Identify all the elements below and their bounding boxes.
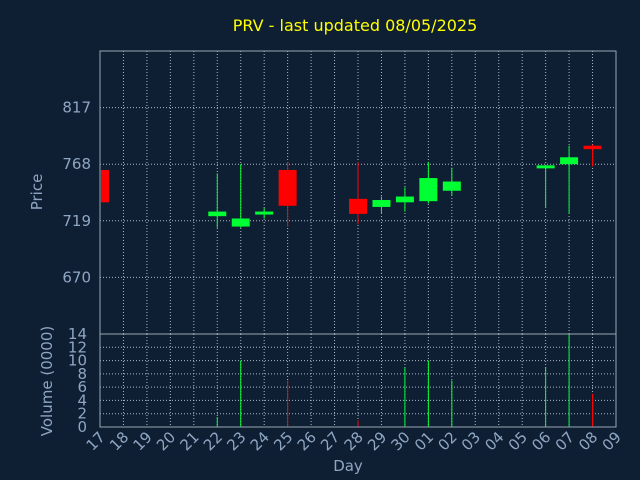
x-tick-label: 20 [153,428,179,454]
x-tick-label: 26 [294,428,320,454]
price-tick-label: 670 [62,268,91,286]
x-tick-label: 02 [434,428,460,454]
x-tick-label: 29 [364,428,390,454]
candle-body [231,218,250,227]
x-tick-label: 30 [388,428,414,454]
x-tick-label: 23 [223,428,249,454]
x-tick-label: 03 [458,428,484,454]
volume-bars [216,334,594,427]
candle-body [536,165,555,169]
x-tick-label: 05 [505,428,531,454]
candle-body [419,178,438,202]
volume-tick-label: 12 [68,338,87,356]
x-tick-label: 19 [130,428,156,454]
candle-body [208,211,227,217]
price-axis: 670 719 768 817 [62,99,91,287]
volume-tick-label: 10 [68,352,87,370]
volume-grid [99,333,617,428]
volume-tick-label: 8 [77,365,87,383]
price-candles [99,144,602,228]
volume-panel-frame [99,333,617,428]
candle-body [583,145,602,150]
candle-body [278,169,297,206]
x-tick-label: 08 [575,428,601,454]
volume-tick-label: 2 [77,405,87,423]
candle-body [560,157,579,165]
price-tick-label: 768 [62,155,91,173]
candle-body [372,200,391,207]
x-tick-label: 01 [411,428,437,454]
volume-axis-label: Volume (0000) [38,326,56,436]
price-tick-label: 817 [62,99,91,117]
x-tick-label: 22 [200,428,226,454]
price-tick-label: 719 [62,212,91,230]
chart-title: PRV - last updated 08/05/2025 [233,16,478,35]
x-tick-label: 07 [552,428,578,454]
candle-body [442,181,461,191]
candle-body [255,211,274,215]
x-tick-label: 18 [106,428,132,454]
candle-body [349,198,367,214]
x-tick-label: 27 [317,428,343,454]
x-tick-label: 24 [247,428,273,454]
x-axis: 1718192021222324252627282930010203040506… [83,428,625,454]
candle-body [395,196,414,203]
x-tick-label: 25 [270,428,296,454]
candle-body [101,169,109,203]
volume-tick-label: 6 [77,378,87,396]
x-tick-label: 21 [176,428,202,454]
volume-tick-label: 14 [68,325,87,343]
x-tick-label: 04 [481,428,507,454]
x-tick-label: 09 [599,428,625,454]
price-axis-label: Price [28,174,46,211]
volume-tick-label: 0 [77,418,87,436]
volume-tick-label: 4 [77,391,87,409]
x-axis-label: Day [333,457,363,475]
x-tick-label: 28 [341,428,367,454]
x-tick-label: 06 [528,428,554,454]
